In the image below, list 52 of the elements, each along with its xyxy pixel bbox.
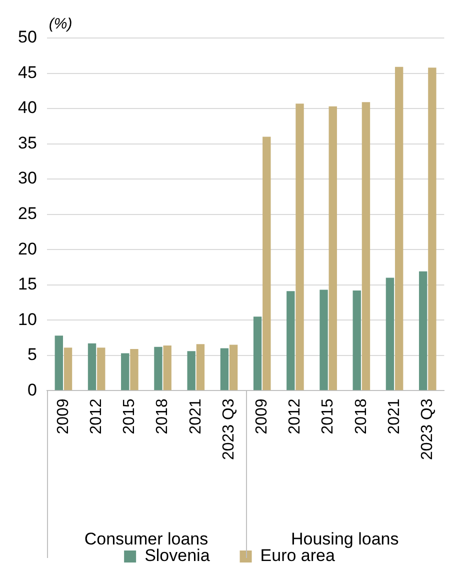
y-tick-label: 45 [18,62,37,82]
x-tick-label: 2018 [154,398,172,434]
bar [320,290,328,390]
y-tick-label: 15 [18,274,37,294]
y-tick-label: 0 [27,380,37,400]
x-tick-label: 2009 [54,398,72,434]
bar [262,136,271,390]
bar [253,316,262,390]
bar [97,348,106,390]
bar [187,351,196,390]
legend-label: Euro area [260,546,336,566]
bar [220,348,229,390]
x-tick-label: 2021 [187,398,204,434]
y-tick-label: 40 [18,98,37,118]
bar [352,290,361,390]
text: Consumer loans [84,530,208,549]
bar [362,102,370,390]
x-tick-label: 2012 [286,398,304,434]
y-tick-label: 10 [18,310,37,329]
bar [286,291,295,390]
bar [328,106,337,390]
bar [418,271,428,390]
bar [130,349,138,390]
y-axis-title: (%) [48,16,72,33]
bar [54,336,64,390]
bar [229,344,238,390]
x-tick-label: 2015 [121,398,138,434]
bar [196,344,205,390]
bar [428,68,436,390]
y-tick-label: 5 [27,345,37,364]
x-tick-label: 2023 Q3 [419,398,436,460]
x-tick-label: 2023 Q3 [220,398,238,460]
y-tick-label: 35 [18,133,37,152]
y-tick-label: 30 [18,168,37,188]
bar [296,104,304,390]
x-tick-label: 2009 [254,398,271,434]
y-tick-label: 25 [18,204,37,223]
x-tick-label: 2021 [386,398,403,434]
bar [88,343,96,390]
bar [154,346,162,390]
bar [163,345,172,390]
bar [386,278,394,390]
bar [394,66,404,390]
bar [64,348,72,390]
bar [121,353,130,390]
text: Housing loans [290,530,399,549]
y-tick-label: 20 [18,239,37,258]
x-tick-label: 2015 [320,398,337,434]
legend-label: Slovenia [144,546,210,566]
y-tick-label: 50 [18,28,37,47]
x-tick-label: 2018 [352,398,370,434]
x-tick-label: 2012 [88,398,105,434]
